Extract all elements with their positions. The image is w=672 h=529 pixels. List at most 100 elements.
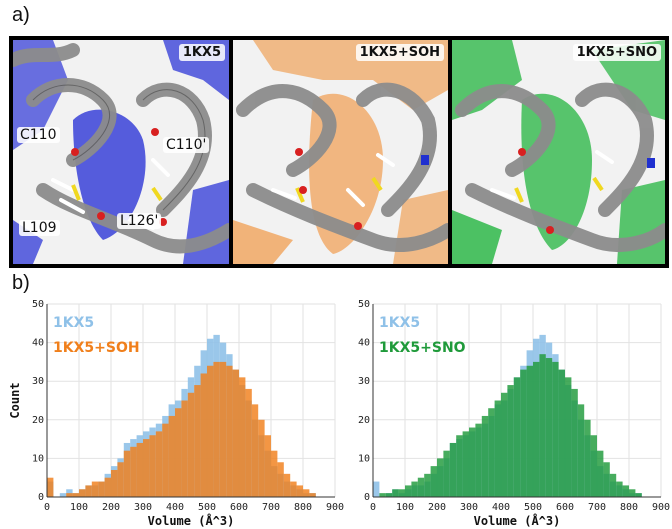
histogram-bar-modified: [79, 489, 86, 497]
x-tick-label: 900: [652, 502, 670, 513]
histogram-bar-modified: [392, 489, 399, 497]
molecule-render-1kx5-soh: [233, 40, 448, 264]
histogram-bar-modified: [469, 427, 476, 497]
histogram-bar-modified: [456, 435, 463, 497]
histogram-bar-modified: [552, 361, 559, 497]
histogram-bar-modified: [277, 462, 284, 497]
x-tick-label: 800: [620, 502, 638, 513]
legend-entry: 1KX5: [53, 315, 94, 331]
histogram-bar-modified: [449, 442, 457, 497]
histogram-bar-modified: [219, 361, 227, 497]
y-tick-label: 50: [32, 299, 44, 310]
panel-b-label: b): [12, 272, 30, 294]
histogram-bar-modified: [162, 423, 169, 497]
histogram-bar-modified: [475, 423, 482, 497]
x-tick-label: 400: [166, 502, 184, 513]
histogram-bar-base: [59, 493, 67, 497]
histogram-bar-modified: [622, 485, 629, 497]
molecule-label-1kx5-soh: 1KX5+SOH: [355, 44, 444, 61]
histogram-bar-modified: [155, 431, 163, 497]
x-tick-label: 300: [134, 502, 152, 513]
histogram-bar-modified: [136, 442, 143, 497]
y-tick-label: 10: [32, 453, 44, 464]
histogram-bar-modified: [565, 377, 572, 497]
histogram-bar-modified: [462, 431, 469, 497]
histogram-bar-modified: [616, 481, 623, 497]
histogram-bar-modified: [501, 392, 508, 497]
histogram-bar-modified: [283, 473, 291, 497]
x-tick-label: 300: [460, 502, 478, 513]
histogram-bar-modified: [239, 377, 246, 497]
x-tick-label: 100: [396, 502, 414, 513]
residue-label-c110-prime: C110': [163, 137, 210, 153]
histogram-bar-modified: [251, 404, 259, 497]
histogram-bar-modified: [47, 477, 54, 497]
y-tick-label: 20: [358, 415, 370, 426]
histogram-bar-modified: [494, 400, 501, 497]
x-tick-label: 0: [370, 502, 376, 513]
x-tick-label: 800: [294, 502, 312, 513]
y-tick-label: 10: [358, 453, 370, 464]
histogram-bar-modified: [526, 365, 533, 497]
histogram-bar-modified: [226, 365, 233, 497]
histogram-bar-modified: [194, 385, 201, 497]
histogram-bar-modified: [571, 388, 578, 497]
histogram-bar-modified: [258, 419, 265, 497]
x-tick-label: 200: [102, 502, 120, 513]
x-tick-label: 100: [70, 502, 88, 513]
histogram-bar-modified: [85, 485, 92, 497]
histogram-bar-modified: [130, 446, 137, 497]
molecule-view-1kx5: 1KX5 C110 C110' L109 L126': [13, 40, 229, 264]
histogram-bar-modified: [181, 400, 188, 497]
y-tick-label: 0: [364, 492, 370, 503]
x-tick-label: 500: [524, 502, 542, 513]
histogram-bar-modified: [437, 458, 444, 497]
histogram-bar-modified: [232, 369, 239, 497]
histogram-bar-modified: [91, 481, 99, 497]
histogram-bar-modified: [111, 469, 118, 497]
histogram-bar-modified: [488, 408, 495, 497]
histogram-bar-modified: [584, 419, 591, 497]
histogram-bar-modified: [629, 489, 636, 497]
histogram-bar-modified: [590, 435, 597, 497]
histogram-bar-modified: [507, 385, 514, 497]
y-tick-label: 50: [358, 299, 370, 310]
histogram-bar-modified: [577, 404, 585, 497]
histogram-bar-modified: [443, 450, 450, 497]
histogram-bar-modified: [558, 369, 565, 497]
histogram-bar-modified: [187, 392, 195, 497]
histogram-bar-modified: [117, 462, 124, 497]
histogram-sno: 0 100 200 300 400 500 600 700 800 900 0 10 20 30 40 50 V…: [336, 292, 672, 529]
legend-entry: 1KX5: [379, 315, 420, 331]
y-tick-label: 0: [38, 492, 44, 503]
histogram-bar-modified: [603, 462, 610, 497]
histogram-bar-modified: [72, 493, 79, 497]
histogram-bar-modified: [290, 481, 297, 497]
histogram-bar-modified: [520, 369, 527, 497]
x-tick-label: 700: [262, 502, 280, 513]
molecule-label-1kx5-sno: 1KX5+SNO: [572, 44, 661, 61]
histogram-bar-modified: [98, 481, 105, 497]
histogram-sno-svg: 0 100 200 300 400 500 600 700 800 900 0 10 20 30 40 50 V…: [358, 299, 670, 528]
histogram-bar-modified: [213, 361, 220, 497]
histogram-bar-modified: [398, 489, 405, 497]
x-tick-label: 500: [198, 502, 216, 513]
histogram-bar-base: [373, 481, 380, 497]
histogram-bar-modified: [430, 466, 437, 497]
histogram-bar-modified: [481, 415, 489, 497]
histogram-soh: 0 100 200 300 400 500 600 700 800 900 0 10 20 30 40 50 V…: [0, 292, 344, 529]
histogram-bar-modified: [123, 450, 131, 497]
legend-entry: 1KX5+SNO: [379, 340, 466, 356]
molecule-panel-strip: 1KX5 C110 C110' L109 L126' 1KX5: [9, 36, 669, 268]
histogram-soh-svg: 0 100 200 300 400 500 600 700 800 900 0 10 20 30 40 50 V…: [8, 299, 344, 528]
histogram-bar-modified: [143, 439, 150, 497]
histogram-bar-modified: [539, 354, 546, 497]
y-tick-label: 30: [358, 376, 370, 387]
histogram-bar-modified: [545, 358, 553, 497]
x-tick-label: 700: [588, 502, 606, 513]
panel-a-label: a): [12, 4, 30, 26]
x-axis-label: Volume (Å^3): [474, 513, 561, 528]
histogram-bar-modified: [200, 373, 207, 497]
histogram-bar-modified: [609, 473, 617, 497]
molecule-view-1kx5-soh: 1KX5+SOH: [233, 40, 448, 264]
